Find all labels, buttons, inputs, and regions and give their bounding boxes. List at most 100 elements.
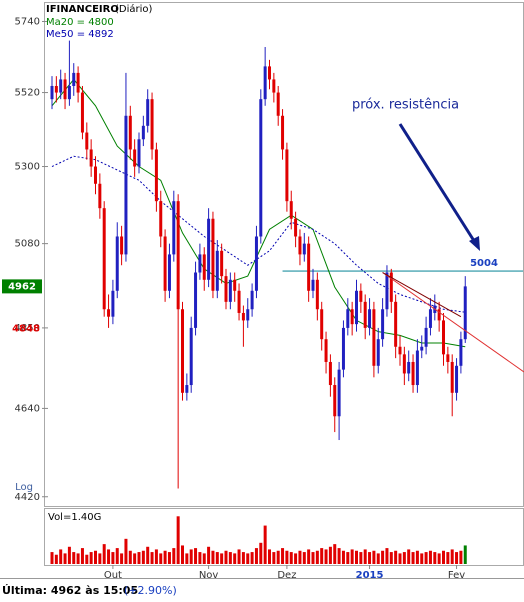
last-price-box	[2, 279, 42, 294]
candle-body	[181, 309, 184, 393]
volume-bar	[324, 549, 328, 564]
volume-bar	[154, 549, 158, 564]
volume-bar	[368, 552, 372, 564]
candle-body	[402, 354, 406, 374]
volume-bar	[167, 552, 171, 564]
candle-body	[302, 243, 306, 255]
volume-bar	[372, 550, 376, 564]
candle-body	[420, 346, 424, 351]
volume-bar	[181, 545, 184, 564]
candle-body	[359, 290, 363, 302]
candle-body	[459, 339, 463, 366]
legend-name: Me50	[46, 29, 74, 40]
volume-bar	[263, 525, 267, 564]
candle-body	[220, 250, 224, 277]
candle-body	[446, 354, 450, 362]
volume-bar	[241, 552, 245, 564]
volume-bar	[215, 552, 219, 564]
volume-bar	[85, 554, 89, 564]
candle-body	[172, 201, 176, 255]
volume-bar	[120, 553, 124, 564]
volume-bar	[337, 548, 341, 564]
candle-body	[211, 218, 215, 291]
volume-bar	[398, 553, 402, 564]
volume-bar	[159, 553, 163, 564]
volume-bar	[428, 550, 432, 564]
candle-body	[85, 132, 89, 150]
candle-body	[76, 72, 80, 93]
volume-bar	[102, 544, 106, 564]
volume-bar	[250, 552, 254, 564]
volume-bar	[146, 546, 150, 564]
volume-bar	[259, 542, 263, 564]
candle-body	[320, 309, 324, 340]
volume-bar	[137, 552, 141, 564]
candle-body	[246, 309, 250, 321]
candle-body	[63, 79, 67, 100]
candle-body	[315, 279, 319, 310]
volume-bar	[455, 552, 459, 564]
volume-bar	[385, 548, 389, 564]
candle-body	[228, 279, 232, 302]
volume-bar	[328, 546, 332, 564]
candle-body	[298, 236, 302, 255]
candle-body	[463, 286, 467, 340]
volume-bar	[459, 550, 463, 564]
volume-bar	[198, 552, 202, 564]
volume-bar	[411, 552, 415, 564]
volume-bar	[320, 548, 324, 564]
candle-body	[163, 236, 167, 291]
volume-bar	[224, 550, 228, 564]
candle-body	[389, 272, 393, 302]
candle-body	[372, 309, 376, 366]
volume-bar	[115, 548, 119, 564]
volume-bar	[394, 550, 398, 564]
volume-bar	[254, 548, 258, 564]
volume-bar	[333, 544, 337, 564]
mark-price-label: 4848	[12, 324, 40, 335]
volume-bar	[228, 552, 232, 564]
candle-body	[254, 236, 258, 291]
resistance-label: 5004	[470, 258, 498, 269]
volume-bar	[111, 552, 115, 564]
status-text: Última: 4962 às 15:05	[2, 584, 138, 597]
candle-body	[67, 85, 71, 100]
candle-body	[341, 327, 345, 370]
volume-bar	[463, 545, 467, 564]
y-tick-label: 5300	[15, 162, 40, 173]
candle-body	[50, 85, 54, 100]
volume-bar	[141, 550, 145, 564]
candle-body	[442, 320, 445, 355]
volume-bar	[442, 550, 445, 564]
candle-body	[424, 327, 428, 347]
volume-bar	[80, 548, 84, 564]
volume-bar	[189, 549, 193, 564]
candle-body	[224, 276, 228, 302]
candle-body	[150, 99, 154, 150]
volume-bar	[268, 549, 271, 564]
candle-body	[120, 236, 124, 255]
log-label: Log	[15, 482, 33, 493]
legend-entry: Ma20 = 4800	[46, 17, 114, 28]
candle-body	[407, 361, 411, 374]
candle-body	[194, 272, 198, 328]
x-tick-label: Out	[104, 570, 122, 581]
candle-body	[455, 365, 459, 393]
candle-body	[355, 290, 358, 325]
volume-bar	[185, 553, 189, 564]
legend-value: 4800	[88, 17, 113, 28]
x-tick-label: 2015	[356, 570, 384, 581]
last-price-label: 4962	[8, 281, 36, 292]
volume-bar	[59, 549, 63, 564]
y-tick-label: 5080	[15, 239, 40, 250]
candle-body	[115, 236, 119, 291]
legend-entry: Me50 = 4892	[46, 29, 114, 40]
volume-bar	[98, 553, 102, 564]
annotation-arrow	[398, 123, 478, 245]
volume-bar	[54, 554, 58, 564]
candle-body	[107, 309, 111, 317]
volume-bar	[355, 550, 358, 564]
volume-bar	[389, 552, 393, 564]
volume-bar	[107, 549, 111, 564]
